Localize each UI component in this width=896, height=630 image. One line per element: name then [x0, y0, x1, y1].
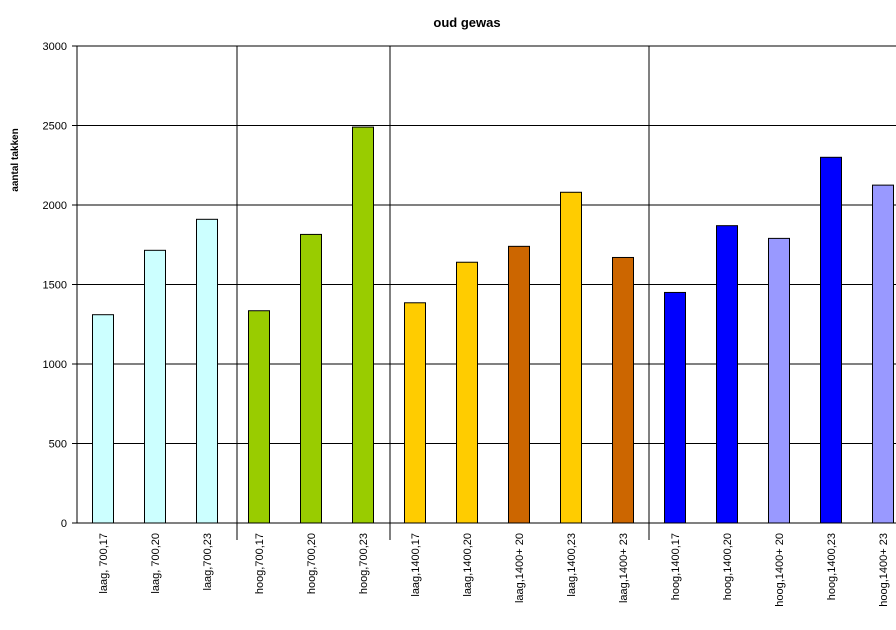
bar: [508, 245, 530, 524]
x-tick-label: laag, 700,20: [150, 533, 162, 594]
x-tick-label: hoog,700,23: [358, 533, 370, 594]
x-tick-label: hoog,700,20: [306, 533, 318, 594]
x-tick-label: hoog,1400+ 20: [774, 533, 786, 607]
x-tick-label: laag,1400+ 23: [618, 533, 630, 603]
x-tick-label: laag,700,23: [202, 533, 214, 591]
bar: [92, 314, 114, 524]
bar: [300, 233, 322, 524]
bar: [664, 291, 686, 524]
y-axis-title: aantal takken: [10, 128, 21, 191]
bar: [716, 225, 738, 524]
bar: [768, 237, 790, 524]
bar: [560, 191, 582, 524]
x-tick-label: laag,1400,23: [566, 533, 578, 597]
x-tick-label: hoog,1400,23: [826, 533, 838, 600]
x-tick-label: hoog,700,17: [254, 533, 266, 594]
y-tick-label: 1000: [43, 359, 67, 371]
x-tick-label: laag,1400,17: [410, 533, 422, 597]
bar: [144, 249, 166, 524]
y-tick-label: 2000: [43, 200, 67, 212]
x-tick-label: laag, 700,17: [98, 533, 110, 594]
x-tick-label: hoog,1400,20: [722, 533, 734, 600]
bar: [196, 218, 218, 524]
bar: [352, 126, 374, 524]
bar: [404, 302, 426, 524]
bar: [872, 184, 894, 524]
bar: [248, 310, 270, 524]
y-tick-label: 0: [61, 518, 67, 530]
y-tick-label: 500: [49, 439, 67, 451]
y-tick-label: 3000: [43, 41, 67, 53]
x-tick-label: laag,1400,20: [462, 533, 474, 597]
y-tick-label: 2500: [43, 121, 67, 133]
bar: [820, 156, 842, 524]
bar: [456, 261, 478, 524]
x-tick-label: hoog,1400+ 23: [878, 533, 890, 607]
chart-title: oud gewas: [433, 15, 500, 30]
x-tick-label: laag,1400+ 20: [514, 533, 526, 603]
y-tick-label: 1500: [43, 280, 67, 292]
x-tick-label: hoog,1400,17: [670, 533, 682, 600]
bar: [612, 256, 634, 524]
